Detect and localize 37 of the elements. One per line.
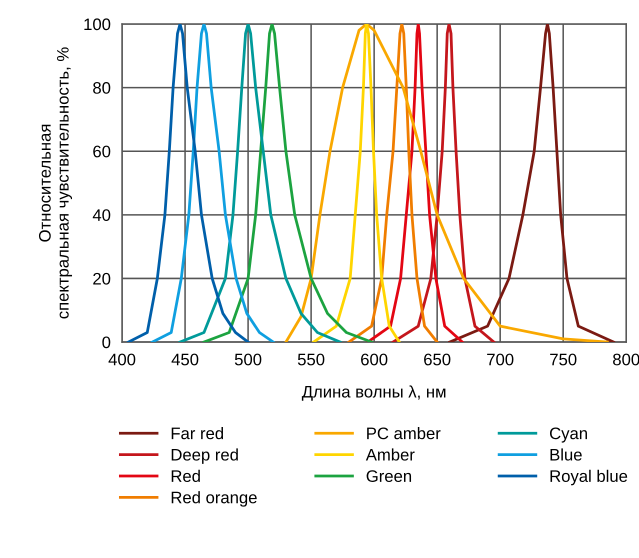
line-series bbox=[312, 24, 401, 342]
legend-label: Red bbox=[172, 470, 200, 482]
line-series bbox=[150, 24, 275, 342]
legend-label: Green bbox=[366, 470, 412, 482]
x-tick-label: 500 bbox=[234, 354, 262, 366]
line-series bbox=[178, 24, 342, 342]
y-tick-label: 40 bbox=[92, 209, 110, 222]
legend-label: Far red bbox=[172, 427, 224, 440]
x-tick-label: 750 bbox=[550, 354, 576, 366]
x-tick-label: 650 bbox=[424, 354, 450, 366]
line-series bbox=[366, 24, 464, 342]
legend-label: Royal blue bbox=[550, 470, 628, 486]
x-tick-label: 800 bbox=[613, 354, 639, 366]
x-tick-label: 550 bbox=[298, 354, 324, 366]
legend-label: Red orange bbox=[172, 491, 257, 507]
x-tick-label: 450 bbox=[172, 354, 198, 366]
line-series bbox=[126, 24, 250, 342]
y-tick-label: 60 bbox=[93, 146, 110, 158]
legend-label: Blue bbox=[550, 448, 582, 461]
x-axis-title: Длина волны λ, нм bbox=[302, 385, 446, 401]
legend-label: PC amber bbox=[367, 427, 441, 440]
line-series bbox=[348, 24, 439, 342]
x-tick-label: 400 bbox=[108, 354, 136, 366]
y-tick-label: 80 bbox=[93, 82, 110, 94]
y-tick-label: 20 bbox=[93, 272, 110, 285]
y-tick-label: 0 bbox=[102, 336, 110, 348]
legend-label: Deep red bbox=[172, 448, 238, 464]
x-tick-label: 700 bbox=[487, 354, 514, 366]
line-series bbox=[448, 24, 616, 342]
x-tick-label: 600 bbox=[361, 354, 388, 366]
legend-label: Amber bbox=[366, 448, 415, 461]
y-tick-label: 100 bbox=[84, 18, 110, 30]
line-series bbox=[392, 24, 496, 342]
legend-label: Cyan bbox=[550, 427, 587, 443]
line-series bbox=[284, 24, 609, 342]
line-series bbox=[202, 24, 374, 342]
y-axis-title: Относительная спектральная чувствительность, % bbox=[38, 47, 72, 319]
